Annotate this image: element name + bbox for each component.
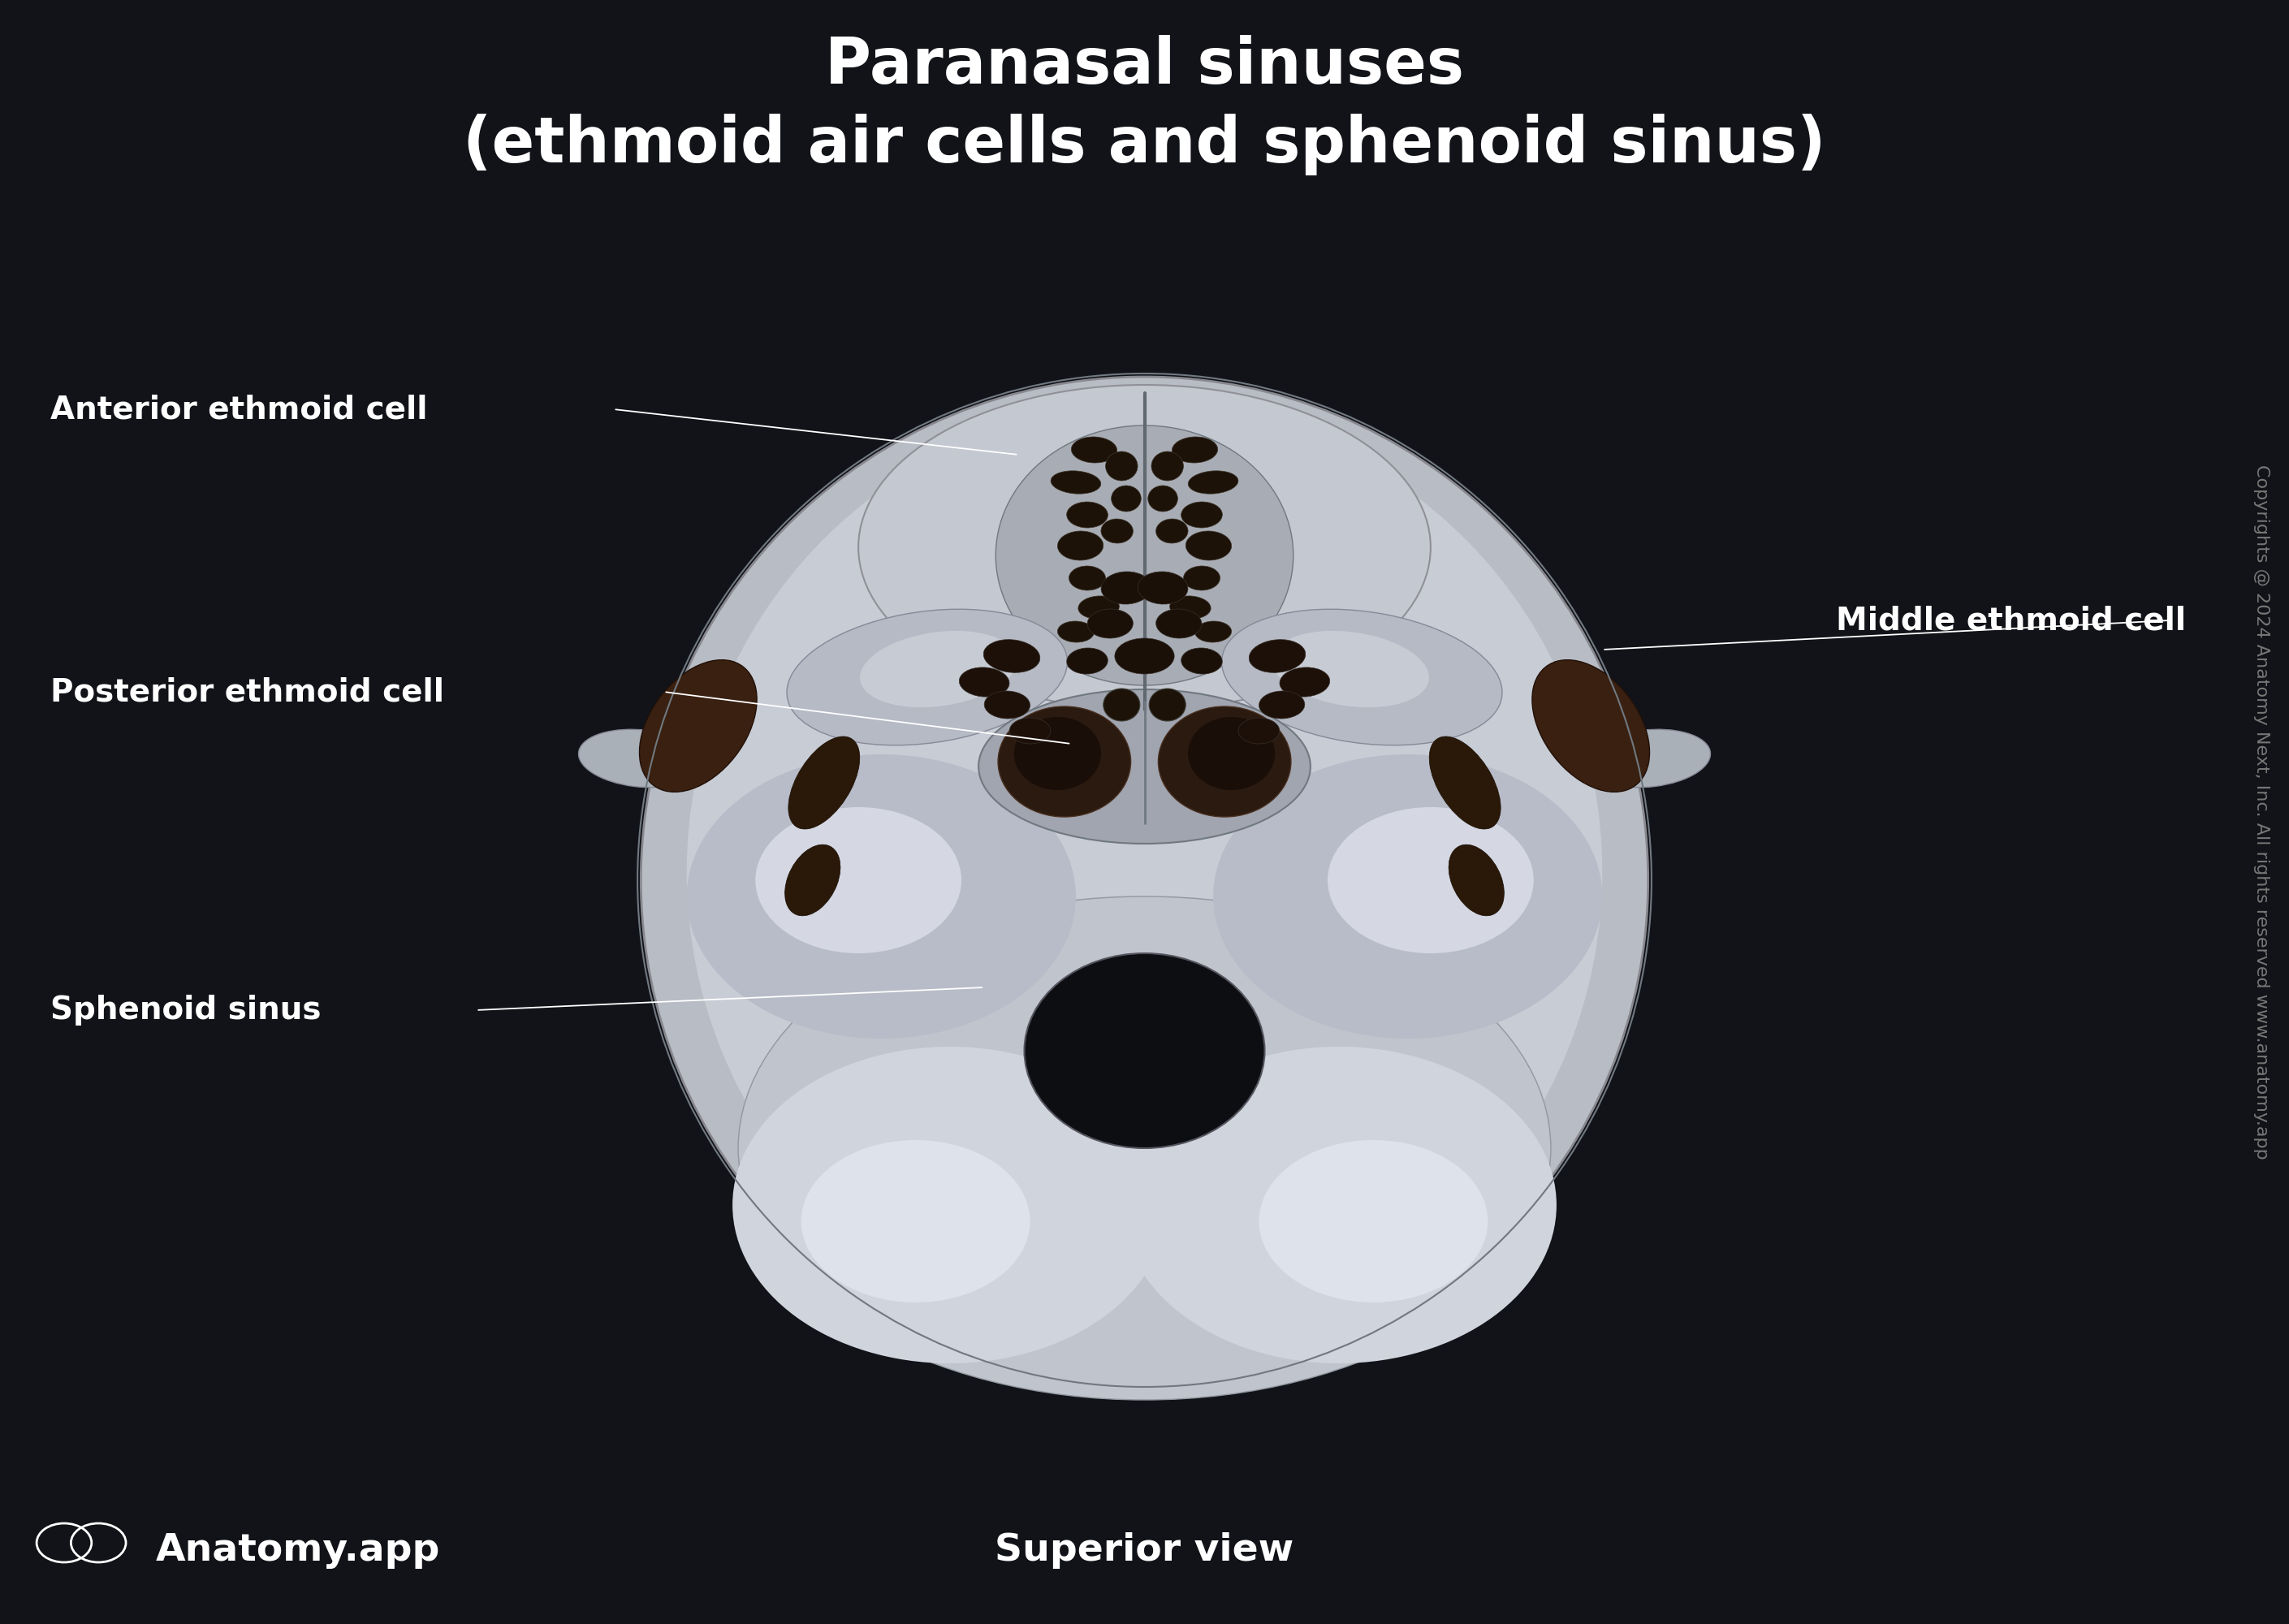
Ellipse shape xyxy=(1078,596,1119,619)
Ellipse shape xyxy=(1058,620,1094,643)
Ellipse shape xyxy=(1067,648,1108,674)
Ellipse shape xyxy=(1188,471,1238,494)
Ellipse shape xyxy=(1186,531,1231,560)
Ellipse shape xyxy=(1014,718,1101,791)
Ellipse shape xyxy=(984,690,1030,719)
Text: Anatomy.app: Anatomy.app xyxy=(156,1533,439,1569)
Text: Anterior ethmoid cell: Anterior ethmoid cell xyxy=(50,393,428,424)
Ellipse shape xyxy=(1101,572,1151,604)
Ellipse shape xyxy=(801,1140,1030,1302)
Ellipse shape xyxy=(1158,706,1291,817)
Text: Superior view: Superior view xyxy=(996,1533,1293,1569)
Ellipse shape xyxy=(1280,667,1330,697)
Ellipse shape xyxy=(996,425,1293,685)
Ellipse shape xyxy=(1058,531,1103,560)
Text: Copyrights @ 2024 Anatomy Next, Inc. All rights reserved www.anatomy.app: Copyrights @ 2024 Anatomy Next, Inc. All… xyxy=(2252,464,2271,1160)
Ellipse shape xyxy=(1071,437,1117,463)
Ellipse shape xyxy=(1110,486,1140,512)
Ellipse shape xyxy=(977,689,1309,844)
Ellipse shape xyxy=(1188,718,1275,791)
Ellipse shape xyxy=(641,377,1648,1384)
Ellipse shape xyxy=(1101,520,1133,542)
Ellipse shape xyxy=(1051,471,1101,494)
Ellipse shape xyxy=(1222,609,1502,745)
Ellipse shape xyxy=(1156,609,1202,638)
Ellipse shape xyxy=(1009,718,1051,744)
Ellipse shape xyxy=(959,667,1009,697)
Ellipse shape xyxy=(687,754,1076,1039)
Ellipse shape xyxy=(1259,1140,1488,1302)
Ellipse shape xyxy=(1151,451,1183,481)
Ellipse shape xyxy=(1449,844,1504,916)
Text: Sphenoid sinus: Sphenoid sinus xyxy=(50,994,320,1026)
Ellipse shape xyxy=(861,630,1016,708)
Text: Middle ethmoid cell: Middle ethmoid cell xyxy=(1836,604,2186,635)
Ellipse shape xyxy=(1238,718,1280,744)
Ellipse shape xyxy=(998,706,1131,817)
Ellipse shape xyxy=(785,844,840,916)
Ellipse shape xyxy=(737,896,1552,1400)
Ellipse shape xyxy=(732,1047,1167,1364)
Ellipse shape xyxy=(579,729,703,788)
Ellipse shape xyxy=(1250,640,1305,672)
Ellipse shape xyxy=(858,385,1431,710)
Ellipse shape xyxy=(1025,953,1264,1148)
Ellipse shape xyxy=(1069,565,1106,591)
Ellipse shape xyxy=(1195,620,1231,643)
Ellipse shape xyxy=(1531,659,1650,793)
Ellipse shape xyxy=(1213,754,1602,1039)
Ellipse shape xyxy=(1273,630,1428,708)
Ellipse shape xyxy=(984,640,1039,672)
Ellipse shape xyxy=(687,404,1602,1338)
Ellipse shape xyxy=(787,736,861,830)
Ellipse shape xyxy=(1181,648,1222,674)
Ellipse shape xyxy=(1087,609,1133,638)
Ellipse shape xyxy=(1259,690,1305,719)
Ellipse shape xyxy=(1586,729,1710,788)
Ellipse shape xyxy=(639,659,758,793)
Ellipse shape xyxy=(1122,1047,1557,1364)
Ellipse shape xyxy=(1115,638,1174,674)
Ellipse shape xyxy=(1138,572,1188,604)
Ellipse shape xyxy=(1181,502,1222,528)
Ellipse shape xyxy=(1149,689,1186,721)
Ellipse shape xyxy=(1156,520,1188,542)
Ellipse shape xyxy=(755,807,961,953)
Ellipse shape xyxy=(1147,486,1177,512)
Ellipse shape xyxy=(1183,565,1220,591)
Ellipse shape xyxy=(1067,502,1108,528)
Ellipse shape xyxy=(1428,736,1502,830)
Ellipse shape xyxy=(1106,451,1138,481)
Ellipse shape xyxy=(1170,596,1211,619)
Text: Posterior ethmoid cell: Posterior ethmoid cell xyxy=(50,676,444,708)
Ellipse shape xyxy=(1172,437,1218,463)
Ellipse shape xyxy=(787,609,1067,745)
Ellipse shape xyxy=(1328,807,1534,953)
Ellipse shape xyxy=(1103,689,1140,721)
Text: Paranasal sinuses
(ethmoid air cells and sphenoid sinus): Paranasal sinuses (ethmoid air cells and… xyxy=(462,36,1827,175)
